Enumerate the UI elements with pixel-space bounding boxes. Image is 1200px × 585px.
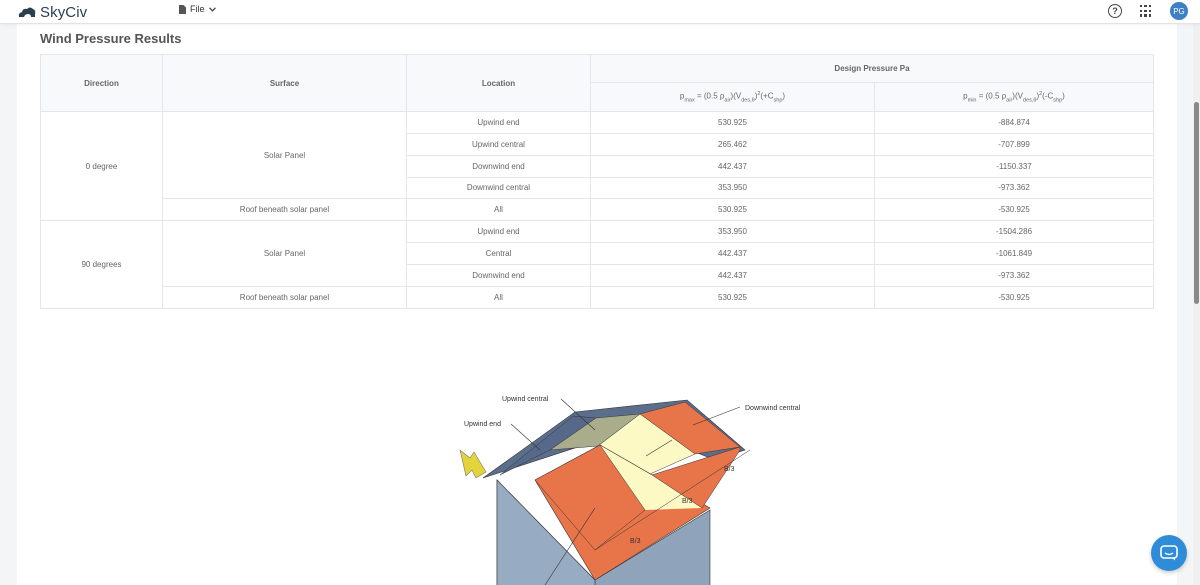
leader-upwind-central (560, 398, 596, 431)
file-menu-label: File (190, 4, 205, 14)
surface-cell: Solar Panel (162, 220, 407, 287)
pmax-cell: 265.462 (590, 132, 875, 156)
label-b3-b: B/3 (682, 498, 693, 505)
chat-button[interactable] (1151, 535, 1187, 571)
roof-zone-diagram: Upwind central Upwind end Downwind centr… (459, 396, 801, 585)
gable-face (496, 479, 596, 585)
dimension-line (594, 449, 751, 551)
label-upwind-central: Upwind central (502, 396, 549, 403)
pmax-cell: 530.925 (590, 285, 875, 309)
location-cell: All (406, 198, 591, 222)
table-row: Roof beneath solar panel All 530.925 -53… (41, 285, 1154, 309)
table-row: Downwind central 353.950 -973.362 (41, 176, 1154, 200)
header-pmax: pmax = (0.5 ρair)(Vdes,θ)2(+Cshp) (590, 82, 875, 112)
surface-cell: Roof beneath solar panel (162, 198, 407, 222)
pmin-cell: -884.874 (874, 111, 1154, 134)
wind-direction-arrow-icon (459, 449, 487, 479)
table-row: Roof beneath solar panel All 530.925 -53… (41, 198, 1154, 222)
wind-pressure-table: Direction Surface Location Design Pressu… (40, 54, 1154, 309)
location-cell: Upwind end (406, 220, 591, 244)
location-cell: Central (406, 242, 591, 265)
direction-cell: 0 degree (40, 110, 163, 222)
side-wall (594, 509, 711, 585)
location-cell: Downwind central (406, 176, 591, 200)
surface-cell: Roof beneath solar panel (162, 285, 407, 309)
avatar[interactable]: PG (1170, 2, 1188, 20)
help-circle-icon[interactable]: ? (1108, 4, 1122, 18)
results-panel: Wind Pressure Results Direction Surface … (17, 24, 1177, 585)
pmax-cell: 442.437 (590, 242, 875, 265)
chevron-down-icon (208, 6, 216, 12)
scrollbar-track[interactable] (1193, 24, 1200, 585)
header-location: Location (406, 54, 591, 112)
app-logo[interactable]: SkyCiv (17, 1, 87, 23)
top-bar: SkyCiv File ? PG (0, 0, 1200, 24)
location-cell: Downwind end (406, 154, 591, 178)
pmin-cell: -973.362 (874, 176, 1154, 200)
header-pmin: pmin = (0.5 ρair)(Vdes,θ)2(-Cshp) (874, 82, 1154, 112)
file-menu[interactable]: File (179, 4, 216, 14)
pmax-cell: 530.925 (590, 198, 875, 222)
pmin-cell: -530.925 (874, 285, 1154, 309)
chat-bubble-icon (1160, 545, 1178, 561)
pmax-cell: 530.925 (590, 111, 875, 134)
pmin-cell: -1504.286 (874, 220, 1154, 244)
header-direction: Direction (40, 54, 163, 112)
label-downwind-central: Downwind central (745, 405, 801, 412)
table-row: 0 degree Solar Panel Upwind end 530.925 … (40, 110, 1154, 222)
section-title: Wind Pressure Results (40, 31, 182, 46)
location-cell: Upwind end (406, 111, 591, 134)
pmin-cell: -1061.849 (874, 242, 1154, 265)
upwind-end-front-zone (534, 444, 646, 551)
label-upwind-end: Upwind end (464, 421, 501, 428)
leader-downwind-end (645, 439, 673, 457)
leader-upwind-end (510, 423, 541, 451)
leader-front-zone (544, 507, 596, 585)
table-row: Downwind end 442.437 -973.362 (41, 263, 1154, 287)
label-b3-a: B/3 (724, 466, 735, 473)
pmax-cell: 353.950 (590, 220, 875, 244)
file-icon (179, 4, 186, 14)
pmin-cell: -973.362 (874, 263, 1154, 287)
logo-text: SkyCiv (40, 3, 88, 21)
table-row: 90 degrees Solar Panel Upwind end 353.95… (40, 220, 1154, 309)
location-cell: Upwind central (406, 132, 591, 156)
pmin-cell: -707.899 (874, 132, 1154, 156)
leader-downwind-central (692, 406, 741, 426)
scrollbar-thumb[interactable] (1194, 102, 1199, 304)
pmin-cell: -530.925 (874, 198, 1154, 222)
pmax-cell: 442.437 (590, 263, 875, 287)
downwind-end-front-zone (651, 446, 741, 509)
app-grid-icon[interactable] (1140, 5, 1152, 17)
header-design-pressure: Design Pressure Pa (590, 54, 1154, 83)
skyciv-cloud-logo-icon (18, 7, 36, 17)
header-surface: Surface (162, 54, 407, 112)
pmax-cell: 353.950 (590, 176, 875, 200)
location-cell: All (406, 285, 591, 309)
location-cell: Downwind end (406, 263, 591, 287)
pmax-cell: 442.437 (590, 154, 875, 178)
surface-cell: Solar Panel (162, 110, 407, 200)
label-b3-c: B/3 (630, 538, 641, 545)
direction-cell: 90 degrees (40, 220, 163, 309)
pmin-cell: -1150.337 (874, 154, 1154, 178)
